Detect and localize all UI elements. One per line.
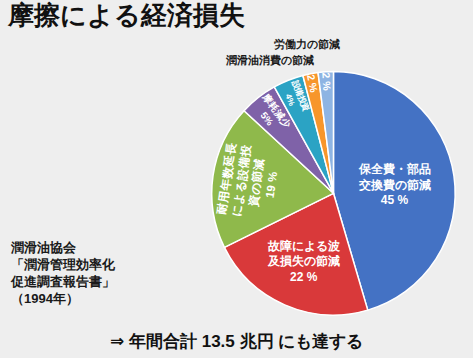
svg-text:耐用年数延長による設備投資の節減19 %: 耐用年数延長による設備投資の節減19 % <box>215 141 283 222</box>
svg-text:2 %: 2 % <box>320 72 333 92</box>
svg-text:潤滑油協会「潤滑管理効率化促進調査報告書」（1994年）: 潤滑油協会「潤滑管理効率化促進調査報告書」（1994年） <box>10 240 116 306</box>
svg-text:摩擦による経済損失: 摩擦による経済損失 <box>7 0 245 30</box>
svg-text:⇒ 年間合計 13.5 兆円 にも達する: ⇒ 年間合計 13.5 兆円 にも達する <box>110 332 363 351</box>
svg-text:保全費・部品交換費の節減45 %: 保全費・部品交換費の節減45 % <box>358 162 431 207</box>
svg-text:潤滑油消費の節減: 潤滑油消費の節減 <box>225 54 314 66</box>
svg-text:故障による波及損失の節減22 %: 故障による波及損失の節減22 % <box>267 239 341 284</box>
svg-text:労働力の節減: 労働力の節減 <box>274 38 340 50</box>
